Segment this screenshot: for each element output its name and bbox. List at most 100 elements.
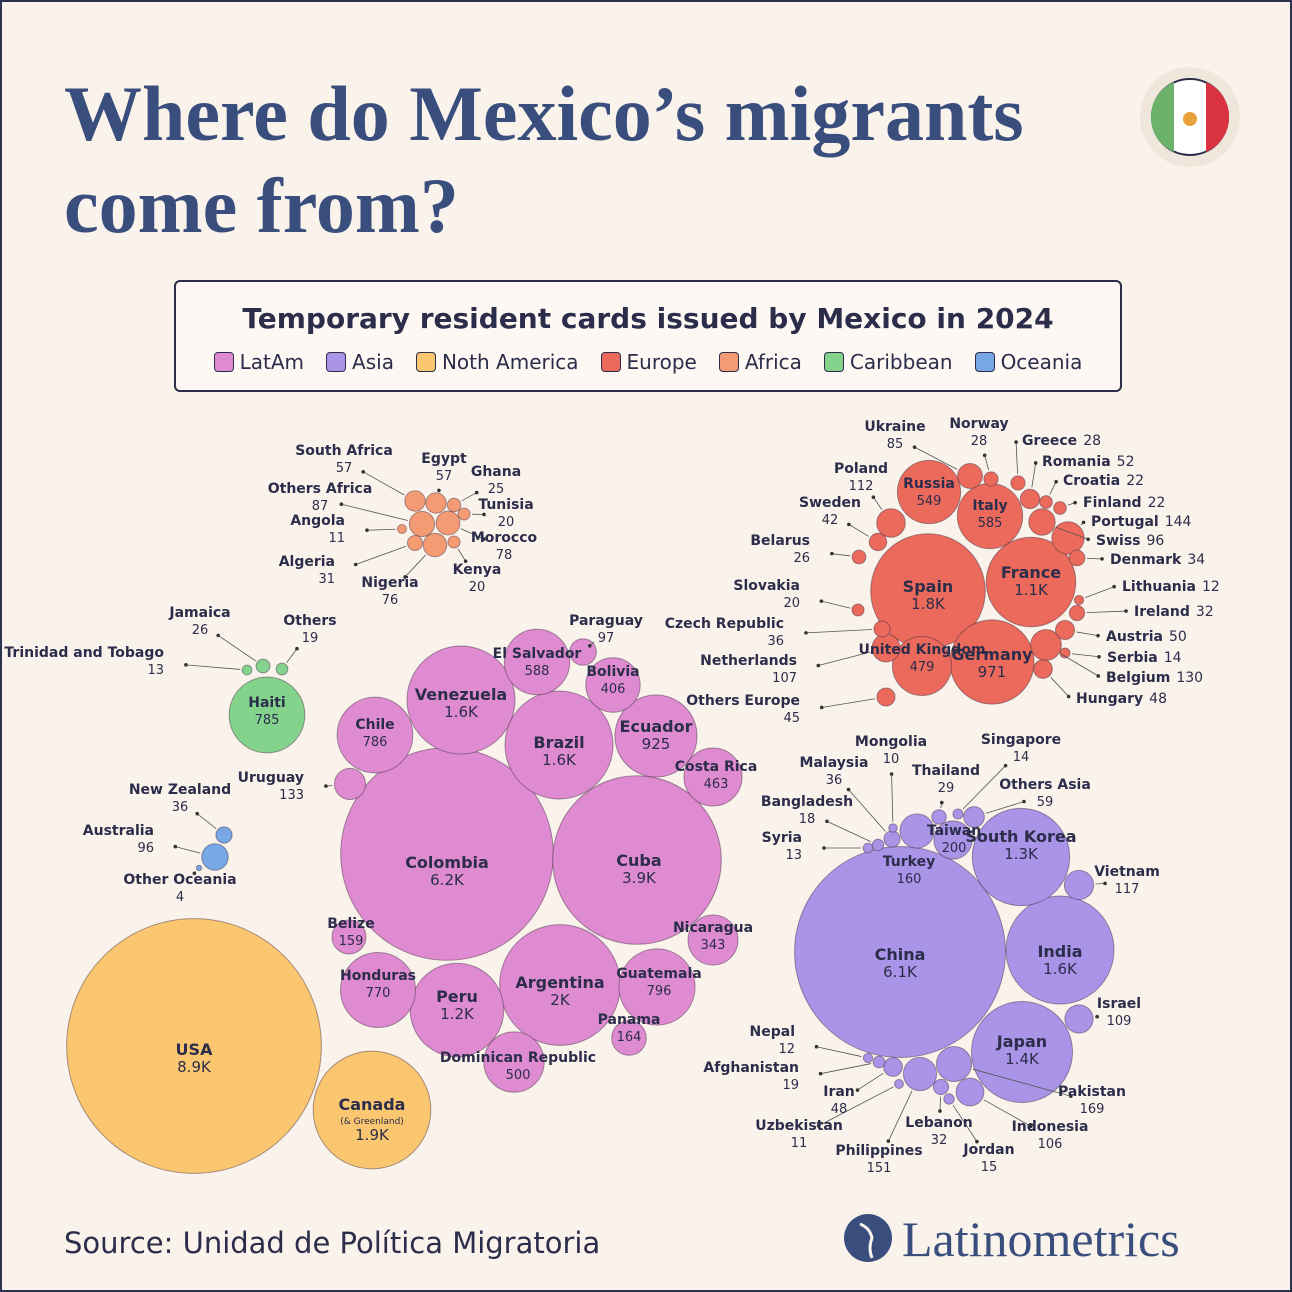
bubble bbox=[851, 549, 867, 565]
category-name: El Salvador bbox=[493, 646, 582, 662]
bubble bbox=[195, 864, 203, 872]
category-name: France bbox=[1001, 563, 1061, 582]
category-name: Peru bbox=[436, 987, 478, 1006]
legend-item: Noth America bbox=[415, 350, 579, 374]
leader-dot bbox=[982, 453, 987, 458]
value-label: 26 bbox=[793, 551, 810, 566]
leader-line bbox=[831, 553, 851, 557]
category-name: Greece bbox=[1022, 433, 1077, 449]
value-label: 19 bbox=[302, 631, 319, 646]
value-label: 106 bbox=[1038, 1137, 1063, 1152]
category-name: India bbox=[1037, 942, 1082, 961]
category-name: Nepal bbox=[750, 1024, 795, 1040]
value-label: 1.1K bbox=[1014, 581, 1049, 599]
category-name: Afghanistan bbox=[703, 1060, 799, 1076]
leader-line bbox=[355, 545, 407, 565]
value-label: 22 bbox=[1148, 495, 1166, 511]
category-name: Lithuania bbox=[1122, 579, 1196, 595]
category-name: Taiwan bbox=[927, 823, 981, 839]
leader-dot bbox=[403, 575, 407, 579]
category-name: Japan bbox=[996, 1032, 1047, 1051]
legend-item: Europe bbox=[600, 350, 697, 374]
leader-line bbox=[1085, 586, 1115, 599]
leader-dot bbox=[1096, 633, 1100, 638]
legend-swatch bbox=[823, 352, 844, 372]
value-label: 786 bbox=[363, 735, 388, 750]
bubble bbox=[425, 492, 447, 514]
category-name: Paraguay bbox=[569, 613, 643, 629]
category-name: Trinidad and Tobago bbox=[4, 645, 164, 661]
category-name: Singapore bbox=[981, 732, 1061, 748]
bubble-label: Denmark 34 bbox=[1110, 552, 1205, 568]
value-label: 11 bbox=[791, 1136, 808, 1151]
category-name: Swiss bbox=[1096, 533, 1140, 549]
leader-dot bbox=[846, 787, 851, 792]
bubble bbox=[687, 914, 739, 966]
value-label: 14 bbox=[1164, 650, 1182, 666]
bubble-label: Portugal 144 bbox=[1091, 514, 1192, 530]
leader-dot bbox=[1033, 461, 1038, 465]
category-name: Nicaragua bbox=[673, 920, 753, 936]
category-name: Uzbekistan bbox=[755, 1118, 843, 1134]
value-label: 200 bbox=[942, 841, 967, 856]
value-label: 48 bbox=[1149, 691, 1167, 707]
legend-swatch bbox=[213, 352, 234, 372]
legend-box: Temporary resident cards issued by Mexic… bbox=[174, 280, 1122, 392]
category-name: Ecuador bbox=[620, 717, 693, 736]
legend-item: Caribbean bbox=[823, 350, 953, 374]
value-label: 785 bbox=[255, 713, 280, 728]
value-label: 2K bbox=[550, 991, 571, 1009]
leader-dot bbox=[940, 800, 944, 805]
leader-dot bbox=[814, 1044, 819, 1049]
value-label: 10 bbox=[883, 752, 900, 767]
leader-line bbox=[939, 1096, 941, 1112]
value-label: 971 bbox=[978, 663, 1007, 681]
bubble bbox=[862, 842, 874, 854]
bubble bbox=[404, 490, 426, 512]
value-label: 20 bbox=[783, 596, 800, 611]
title: Where do Mexico’s migrants come from? bbox=[64, 70, 1024, 249]
bubble bbox=[435, 510, 461, 536]
category-name: Honduras bbox=[340, 968, 416, 984]
value-label: 85 bbox=[887, 437, 904, 452]
leader-dot bbox=[818, 1071, 823, 1076]
value-label: 6.1K bbox=[883, 963, 918, 981]
bubble bbox=[1010, 475, 1026, 491]
bubble bbox=[883, 830, 901, 848]
bubble bbox=[333, 767, 367, 801]
bubble bbox=[896, 459, 962, 525]
value-label: 169 bbox=[1080, 1102, 1105, 1117]
category-name: Russia bbox=[903, 476, 955, 492]
leader-dot bbox=[819, 599, 824, 603]
value-label: 18 bbox=[799, 812, 816, 827]
leader-dot bbox=[1100, 557, 1104, 561]
value-label: 52 bbox=[1117, 454, 1135, 470]
value-label: 25 bbox=[488, 482, 505, 497]
bubble bbox=[201, 843, 229, 871]
bubble bbox=[408, 510, 436, 538]
leader-dot bbox=[195, 811, 200, 816]
leader-dot bbox=[216, 633, 220, 638]
category-name: Poland bbox=[834, 461, 888, 477]
value-label: 12 bbox=[778, 1042, 795, 1057]
category-name: Hungary bbox=[1076, 691, 1143, 707]
category-name: Guatemala bbox=[616, 966, 701, 982]
bubble bbox=[931, 809, 947, 825]
leader-dot bbox=[1112, 584, 1116, 589]
category-name: Netherlands bbox=[700, 653, 797, 669]
bubble bbox=[983, 471, 999, 487]
category-name: Denmark bbox=[1110, 552, 1182, 568]
leader-dot bbox=[1003, 763, 1008, 768]
leader-dot bbox=[1103, 881, 1107, 886]
legend-item: Asia bbox=[326, 350, 394, 374]
leader-line bbox=[366, 528, 396, 531]
bubble bbox=[899, 813, 935, 849]
value-label: 343 bbox=[701, 938, 726, 953]
value-label: 29 bbox=[938, 781, 955, 796]
bubbles bbox=[66, 459, 1115, 1174]
leader-line bbox=[820, 1063, 872, 1075]
category-name: Croatia bbox=[1063, 473, 1120, 489]
bubble bbox=[215, 826, 233, 844]
bubble bbox=[409, 962, 505, 1058]
bubble bbox=[504, 690, 614, 800]
